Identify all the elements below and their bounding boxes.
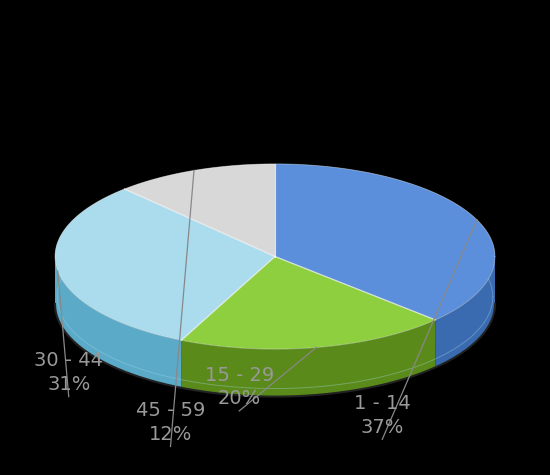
Ellipse shape [55,174,495,360]
Ellipse shape [55,203,495,389]
Polygon shape [182,320,436,397]
Text: 15 - 29: 15 - 29 [205,366,274,385]
Ellipse shape [55,206,495,391]
Ellipse shape [55,201,495,386]
Ellipse shape [55,169,495,354]
Polygon shape [182,256,436,349]
Ellipse shape [55,209,495,394]
Ellipse shape [55,188,495,373]
Ellipse shape [55,198,495,383]
Ellipse shape [55,172,495,357]
Polygon shape [55,257,182,388]
Polygon shape [436,257,495,367]
Text: 30 - 44: 30 - 44 [34,352,103,370]
Text: 37%: 37% [361,418,404,437]
Ellipse shape [55,196,495,381]
Ellipse shape [55,180,495,365]
Text: 12%: 12% [149,425,192,444]
Text: 1 - 14: 1 - 14 [354,394,411,413]
Ellipse shape [55,185,495,370]
Polygon shape [55,189,275,340]
Ellipse shape [55,182,495,368]
Ellipse shape [55,193,495,378]
Ellipse shape [55,177,495,362]
Text: 45 - 59: 45 - 59 [136,401,205,420]
Text: 20%: 20% [218,390,261,408]
Ellipse shape [55,164,495,349]
Ellipse shape [55,211,495,397]
Text: 31%: 31% [47,375,90,394]
Ellipse shape [55,190,495,376]
Polygon shape [275,164,495,320]
Polygon shape [124,164,275,256]
Ellipse shape [55,167,495,352]
